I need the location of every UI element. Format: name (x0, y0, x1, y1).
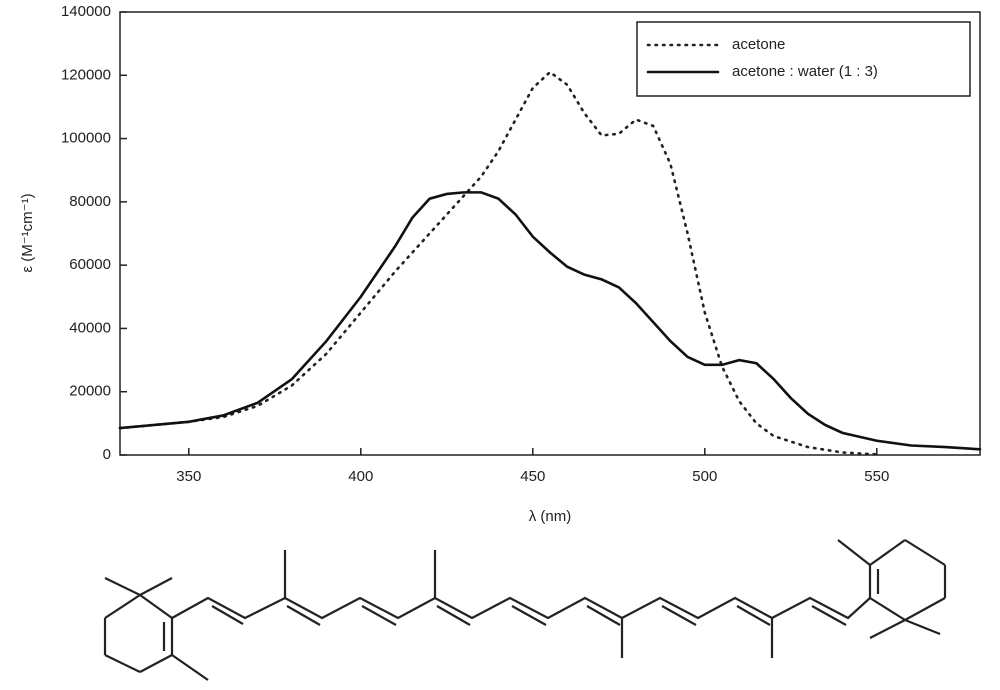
series-line (118, 70, 879, 456)
legend-label: acetone (732, 36, 785, 53)
y-axis-label: ε (M⁻¹cm⁻¹) (19, 193, 36, 272)
legend-box (636, 21, 971, 97)
y-tick-label: 120000 (61, 66, 111, 83)
y-tick-label: 0 (103, 446, 111, 463)
plot-frame (119, 11, 981, 456)
series-line (118, 191, 982, 451)
x-tick-label: 400 (348, 468, 373, 485)
x-tick-label: 350 (176, 468, 201, 485)
x-tick-label: 500 (692, 468, 717, 485)
y-tick-label: 60000 (69, 256, 111, 273)
x-axis-label: λ (nm) (529, 508, 572, 525)
y-tick-label: 80000 (69, 193, 111, 210)
x-tick-label: 550 (864, 468, 889, 485)
y-tick-label: 40000 (69, 319, 111, 336)
y-tick-label: 100000 (61, 130, 111, 147)
y-tick-label: 140000 (61, 3, 111, 20)
molecule (103, 539, 947, 681)
x-tick-label: 450 (520, 468, 545, 485)
legend-label: acetone : water (1 : 3) (732, 63, 878, 80)
y-tick-label: 20000 (69, 383, 111, 400)
